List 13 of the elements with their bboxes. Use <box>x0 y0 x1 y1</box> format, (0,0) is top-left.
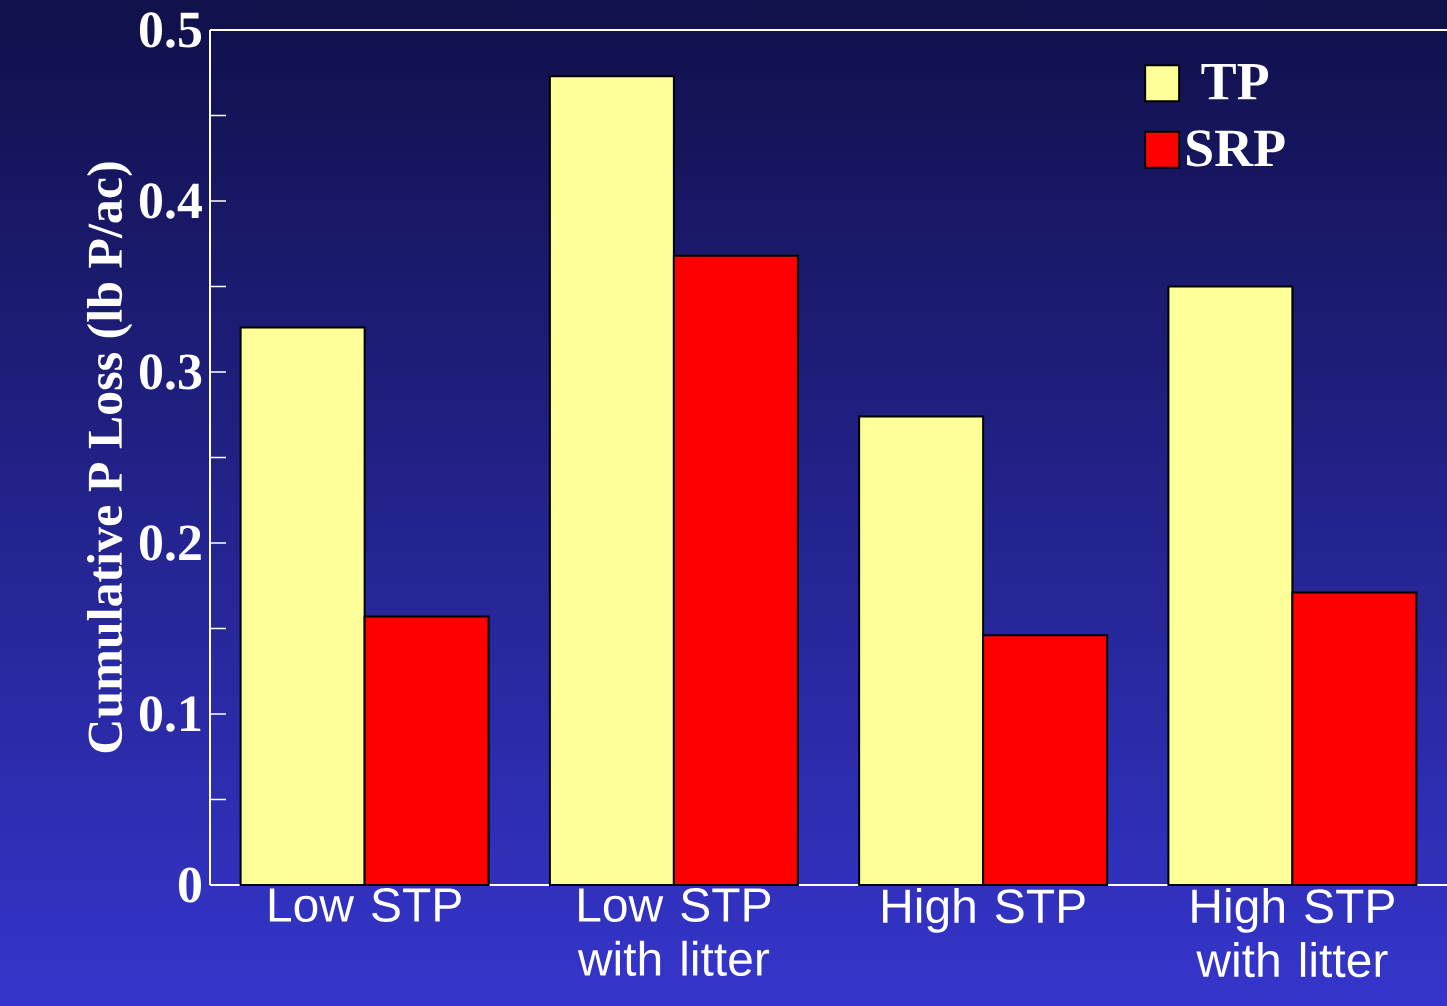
y-tick-label: 0 <box>178 867 201 903</box>
x-tick-label: High STP with litter <box>1192 888 1394 978</box>
legend-label: TP <box>1201 64 1269 100</box>
x-tick-label: Low STP with litter <box>577 888 771 977</box>
y-tick-label: 0.4 <box>139 183 202 219</box>
y-axis-title: Cumulative P Loss (lb P/ac) <box>86 162 133 753</box>
y-tick-label: 0.2 <box>139 525 201 561</box>
x-tick-label: High STP <box>883 888 1085 933</box>
y-tick-label: 0.1 <box>139 696 201 732</box>
x-tick-label: Low STP <box>269 888 461 923</box>
y-tick-label: 0.5 <box>139 12 202 48</box>
legend-label: SRP <box>1186 130 1285 167</box>
y-tick-label: 0.3 <box>139 354 202 390</box>
